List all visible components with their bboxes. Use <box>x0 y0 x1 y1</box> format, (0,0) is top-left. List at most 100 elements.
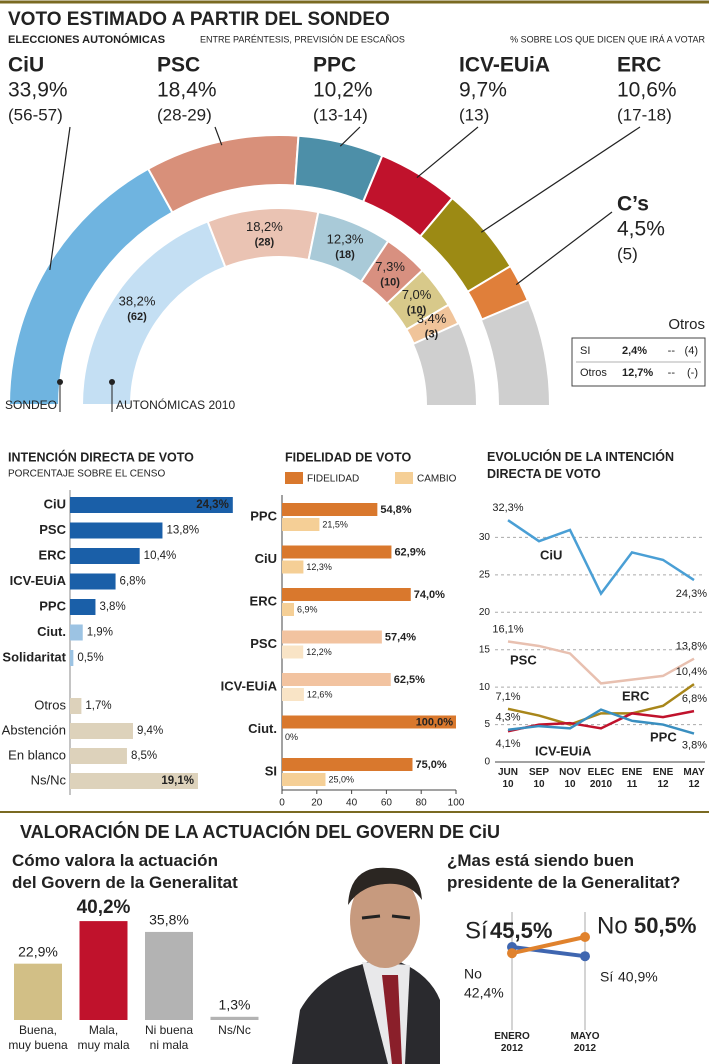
value-label: 54,8% <box>380 504 411 516</box>
point <box>580 951 590 962</box>
table-cell: SI <box>580 345 590 357</box>
chart-subtitle: PORCENTAJE SOBRE EL CENSO <box>8 469 165 480</box>
note: ENTRE PARÉNTESIS, PREVISIÓN DE ESCAÑOS <box>200 34 405 44</box>
line-series <box>507 640 695 685</box>
value-label: 62,5% <box>394 674 425 686</box>
series-name: SONDEO <box>5 398 57 412</box>
leader-line <box>416 126 479 179</box>
bar <box>70 624 83 641</box>
photo-tie <box>382 975 402 1064</box>
ring-segment <box>405 303 460 345</box>
category-label: Ns/Nc <box>31 772 67 787</box>
series-name: Sí <box>465 917 488 944</box>
line-series <box>507 708 695 735</box>
bar <box>79 921 128 1020</box>
line-series <box>511 935 586 956</box>
value-label: 0,5% <box>77 652 103 664</box>
pointer-dot <box>109 379 115 385</box>
photo-face <box>350 872 420 968</box>
value-label: 12,3% <box>306 562 332 572</box>
inner-value: 3,4% <box>417 311 447 326</box>
category-label: ERC <box>39 547 67 562</box>
bar <box>145 931 193 1020</box>
category-label: SI <box>265 763 277 778</box>
bar <box>282 688 304 701</box>
value-label: 9,4% <box>137 725 163 737</box>
value-label: 0% <box>285 732 298 742</box>
line-series <box>507 709 695 733</box>
party-value: 4,5% <box>617 218 665 241</box>
inner-value: 18,2% <box>246 219 283 234</box>
y-tick-label: 10 <box>479 682 491 693</box>
leader-line <box>49 126 71 271</box>
value-label: 50,5% <box>634 913 696 938</box>
x-tick-label: 0 <box>279 798 285 809</box>
bar <box>282 673 391 686</box>
series-name: PSC <box>510 652 537 667</box>
table-cell: -- <box>668 367 676 379</box>
party-name: ICV-EUiA <box>459 54 550 77</box>
leader-line <box>480 126 641 233</box>
value-label: 22,9% <box>18 943 58 959</box>
inner-value: 38,2% <box>119 293 156 308</box>
bar <box>282 588 411 601</box>
table-cell: Otros <box>580 367 607 379</box>
category-label: CiU <box>255 551 277 566</box>
bar <box>70 773 198 789</box>
ring-segment <box>466 264 530 321</box>
value-label: 10,4% <box>144 550 177 562</box>
bar <box>282 603 295 616</box>
bar <box>70 548 140 564</box>
chart-title: INTENCIÓN DIRECTA DE VOTO <box>8 449 194 464</box>
category-label: PSC <box>39 522 66 537</box>
leader-line <box>515 211 613 286</box>
bar <box>282 630 382 644</box>
category-label: ICV-EUiA <box>10 573 67 588</box>
value-label: 74,0% <box>414 589 445 601</box>
bar <box>14 963 62 1020</box>
y-tick-label: 15 <box>479 644 491 655</box>
value-label: 6,8% <box>682 693 707 705</box>
party-name: PSC <box>157 54 200 77</box>
value-label: 100,0% <box>416 716 454 728</box>
y-tick-label: 30 <box>479 532 491 543</box>
bar <box>282 645 304 659</box>
party-name: C’s <box>617 193 649 216</box>
party-value: 10,6% <box>617 79 677 102</box>
value-label: 10,4% <box>676 666 707 678</box>
party-seats: (56-57) <box>8 105 63 124</box>
point <box>507 948 517 959</box>
legend-swatch <box>395 472 413 484</box>
value-label: 35,8% <box>149 912 189 928</box>
y-tick-label: 0 <box>484 757 490 768</box>
value-label: 24,3% <box>676 588 707 600</box>
value-label: 57,4% <box>385 631 416 643</box>
party-value: 9,7% <box>459 79 507 102</box>
table-cell: 2,4% <box>622 345 647 357</box>
series-name: No <box>464 966 482 982</box>
bar <box>282 545 392 559</box>
inner-seats: (18) <box>335 249 355 261</box>
series-name: AUTONÓMICAS 2010 <box>116 397 235 412</box>
inner-seats: (28) <box>255 237 275 249</box>
leader-line <box>214 126 223 146</box>
table-cell: (4) <box>685 345 698 357</box>
legend-label: FIDELIDAD <box>307 474 359 485</box>
value-label: 8,5% <box>131 750 157 762</box>
value-label: 3,8% <box>99 601 125 613</box>
category-label: PPC <box>250 508 277 523</box>
value-label: 21,5% <box>322 519 348 529</box>
inner-seats: (10) <box>380 277 400 289</box>
series-name: ICV-EUiA <box>535 743 592 758</box>
series-name: Sí <box>600 969 613 985</box>
table-cell: -- <box>668 345 676 357</box>
value-label: 1,9% <box>87 627 113 639</box>
value-label: 16,1% <box>492 623 523 635</box>
party-seats: (13-14) <box>313 105 368 124</box>
value-label: 40,2% <box>77 897 131 918</box>
value-label: 19,1% <box>161 775 194 787</box>
note: % SOBRE LOS QUE DICEN QUE IRÁ A VOTAR <box>510 34 705 44</box>
bar <box>282 518 320 531</box>
value-label: 6,9% <box>297 604 318 614</box>
category-label: ICV-EUiA <box>221 678 278 693</box>
